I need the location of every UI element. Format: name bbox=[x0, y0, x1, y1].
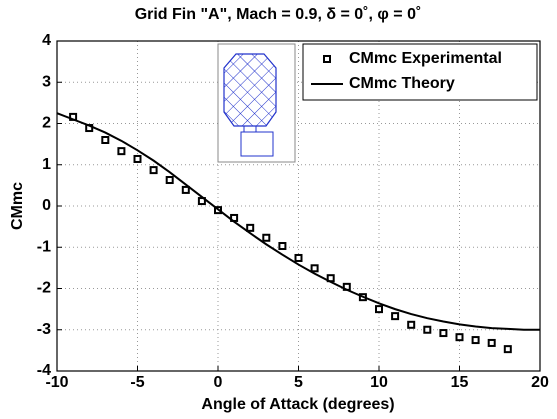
data-point bbox=[246, 223, 255, 232]
data-point bbox=[391, 312, 400, 321]
x-tick-label: -5 bbox=[130, 374, 144, 391]
x-tick-label: 10 bbox=[370, 374, 388, 391]
data-point bbox=[503, 345, 512, 354]
data-point bbox=[310, 264, 319, 273]
y-tick-label: -4 bbox=[37, 362, 51, 379]
y-tick-label: -1 bbox=[37, 238, 51, 255]
legend-label: CMmc Theory bbox=[349, 75, 455, 92]
y-tick-label: -3 bbox=[37, 321, 51, 338]
y-axis-label: CMmc bbox=[9, 182, 26, 230]
data-point bbox=[487, 338, 496, 347]
data-point bbox=[375, 305, 383, 314]
y-tick-label: -2 bbox=[37, 280, 51, 297]
data-point bbox=[149, 166, 158, 175]
legend-marker bbox=[323, 55, 331, 63]
y-tick-label: 1 bbox=[42, 156, 51, 173]
line-series bbox=[57, 112, 540, 331]
data-point bbox=[165, 176, 174, 185]
data-point bbox=[423, 325, 432, 334]
chart-title: Grid Fin "A", Mach = 0.9, δ = 0˚, φ = 0˚ bbox=[135, 6, 422, 23]
data-point bbox=[439, 329, 448, 338]
x-tick-label: 5 bbox=[294, 374, 303, 391]
data-point bbox=[117, 147, 126, 156]
fin-inset bbox=[217, 43, 296, 163]
x-tick-label: 15 bbox=[451, 374, 469, 391]
y-tick-label: 4 bbox=[42, 32, 51, 49]
y-tick-label: 3 bbox=[42, 73, 51, 90]
data-point bbox=[181, 185, 190, 194]
y-tick-label: 2 bbox=[42, 115, 51, 132]
data-point bbox=[407, 320, 416, 329]
legend-label: CMmc Experimental bbox=[349, 50, 502, 67]
x-tick-label: -10 bbox=[45, 374, 68, 391]
data-point bbox=[455, 333, 464, 342]
legend-box bbox=[302, 43, 538, 101]
x-axis-label: Angle of Attack (degrees) bbox=[201, 396, 394, 413]
x-tick-label: 20 bbox=[531, 374, 549, 391]
data-point bbox=[262, 233, 271, 242]
data-point bbox=[294, 253, 303, 262]
data-point bbox=[471, 336, 480, 345]
y-tick-label: 0 bbox=[42, 197, 51, 214]
data-point bbox=[101, 136, 110, 144]
x-tick-label: 0 bbox=[214, 374, 223, 391]
data-point bbox=[278, 242, 287, 251]
data-point bbox=[133, 154, 142, 163]
